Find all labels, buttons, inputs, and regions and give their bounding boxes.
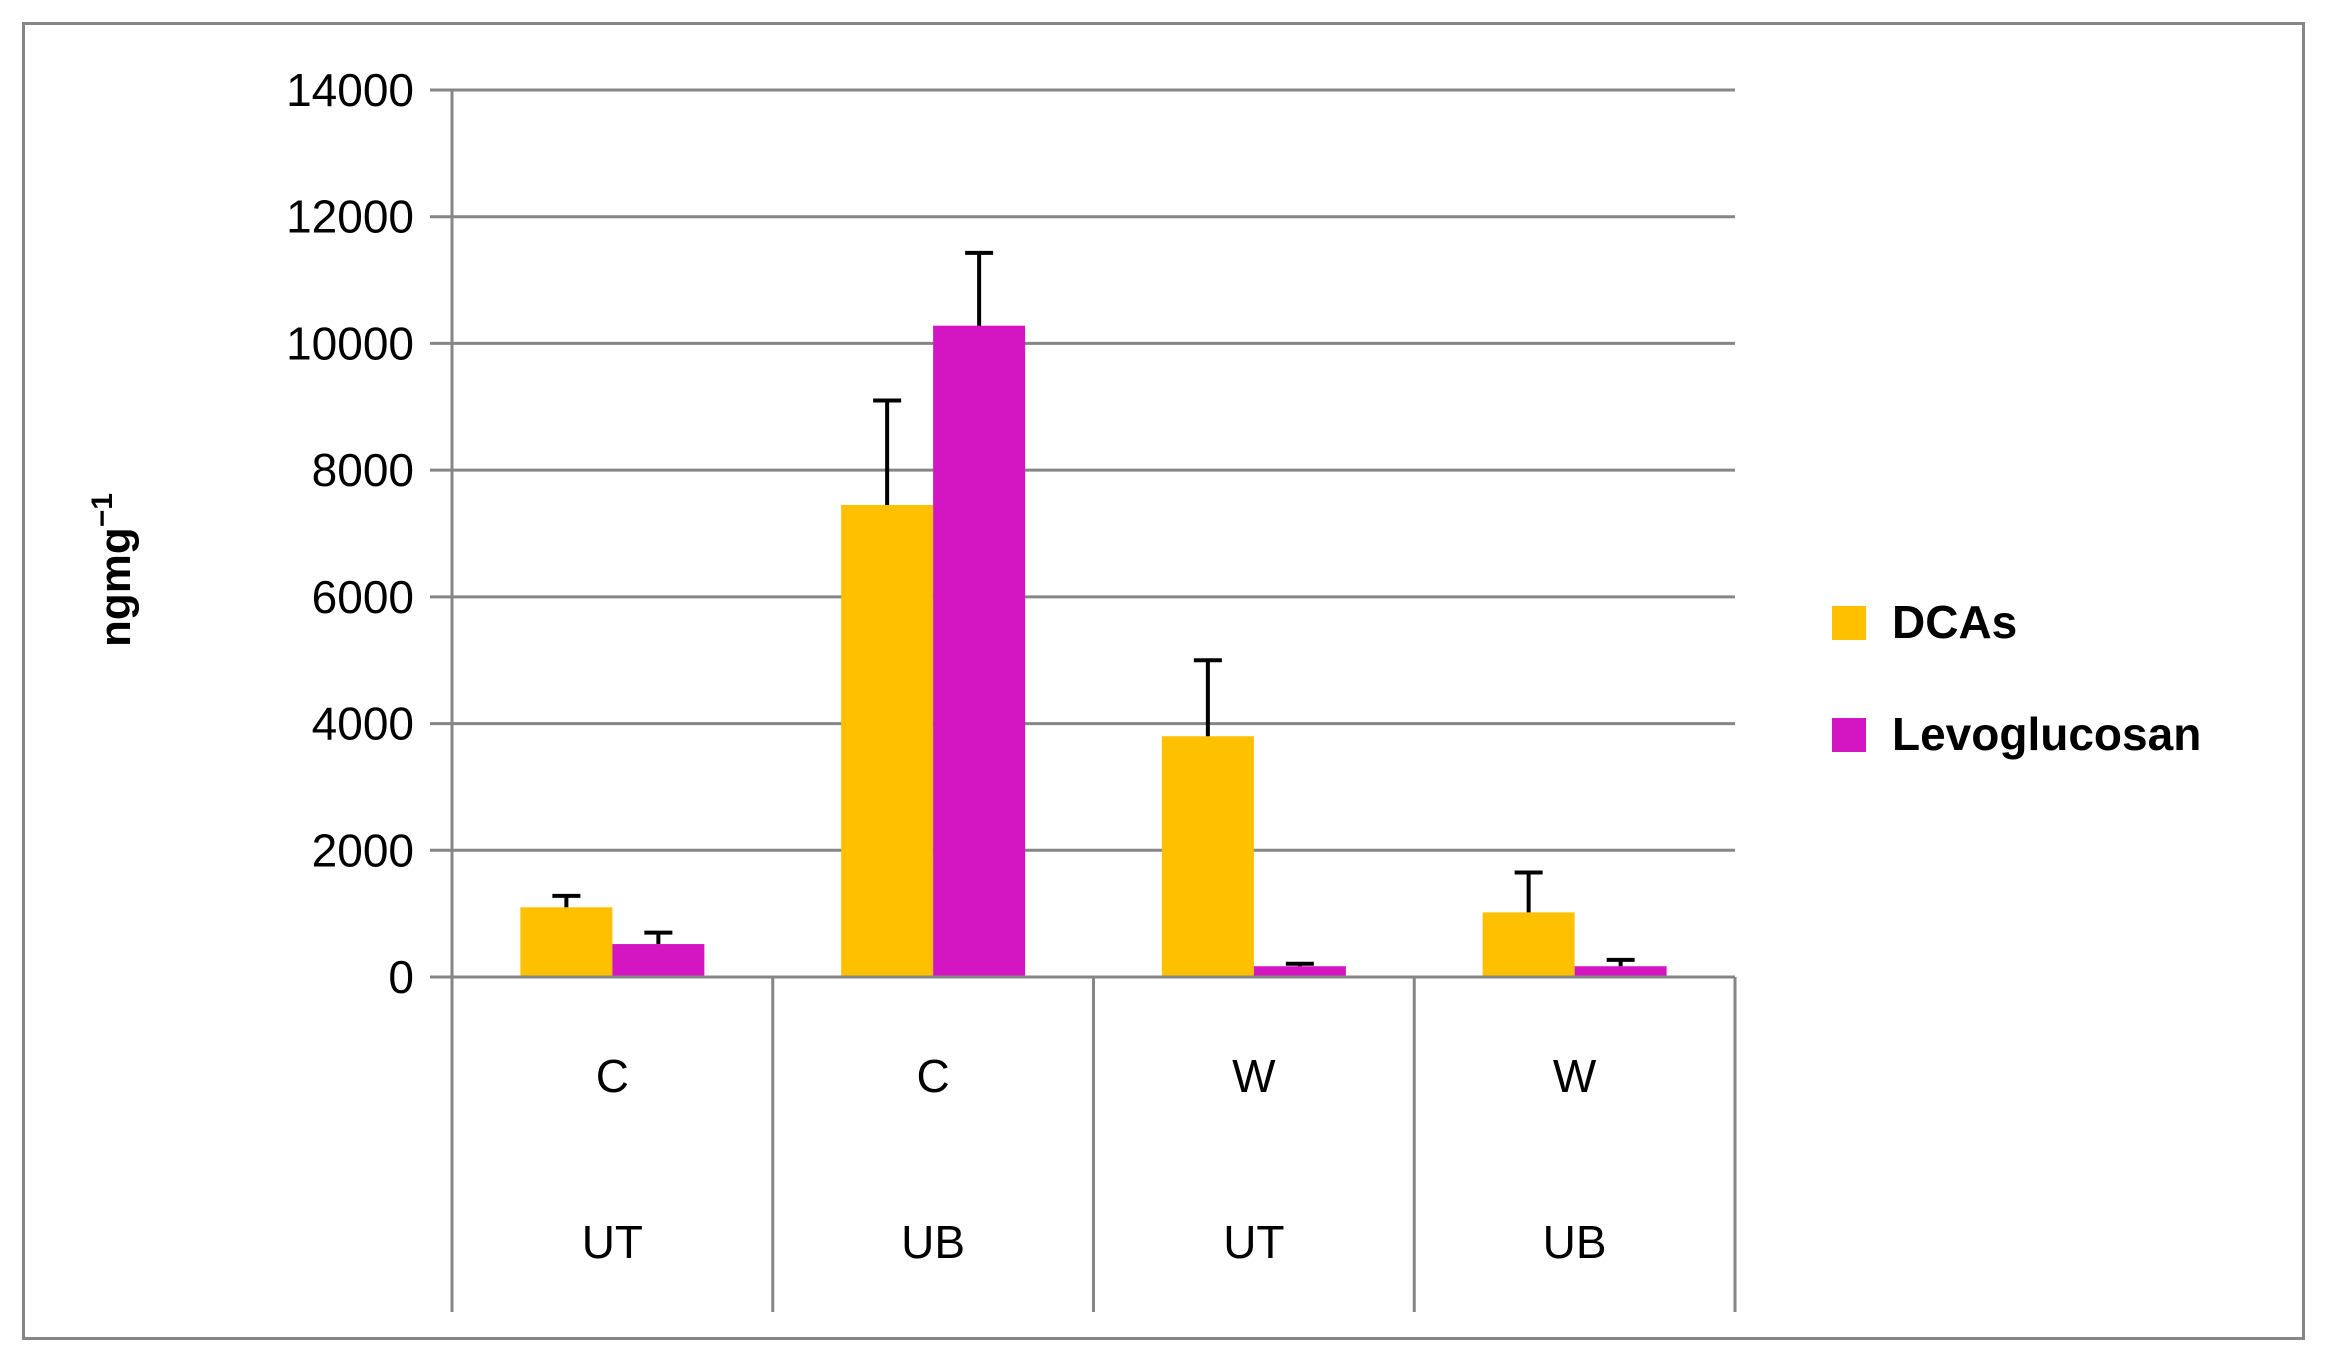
category-label-level1: W [1553,1050,1597,1102]
category-label-level2: UB [1543,1216,1607,1268]
bar-levoglucosan [612,944,705,977]
bar-levoglucosan [933,325,1026,977]
y-tick-label: 12000 [286,191,414,243]
y-tick-label: 10000 [286,317,414,369]
bar-dcas [1482,912,1575,977]
category-label-level1: C [596,1050,629,1102]
y-axis-title-text: ngmg [91,527,140,647]
legend: DCAs Levoglucosan [1832,596,2201,760]
legend-label-levoglucosan: Levoglucosan [1892,708,2201,760]
bar-dcas [841,504,934,977]
y-axis-title: ngmg−1 [86,493,140,647]
legend-label-dcas: DCAs [1892,596,2017,648]
bar-dcas [520,907,613,977]
bar-levoglucosan [1574,966,1667,977]
category-label-level1: W [1232,1050,1276,1102]
y-tick-label: 8000 [312,444,414,496]
category-label-level2: UB [901,1216,965,1268]
bar-dcas [1161,736,1254,977]
category-label-level2: UT [582,1216,643,1268]
y-tick-label: 0 [388,951,414,1003]
y-tick-label: 4000 [312,698,414,750]
category-label-level2: UT [1223,1216,1284,1268]
category-label-level1: C [917,1050,950,1102]
legend-swatch-levoglucosan [1832,718,1866,752]
bars [520,250,1667,977]
y-tick-label: 2000 [312,824,414,876]
y-tick-labels: 0 2000 4000 6000 8000 10000 12000 14000 [286,64,414,1003]
bar-levoglucosan [1253,966,1346,977]
gridlines [452,88,1735,852]
y-tick-label: 6000 [312,571,414,623]
axes [430,88,1737,1312]
category-labels: C UT C UB W UT W UB [582,1050,1607,1268]
chart-frame [22,22,2305,1340]
legend-swatch-dcas [1832,606,1866,640]
y-axis-title-superscript: −1 [86,493,119,527]
y-tick-label: 14000 [286,64,414,116]
